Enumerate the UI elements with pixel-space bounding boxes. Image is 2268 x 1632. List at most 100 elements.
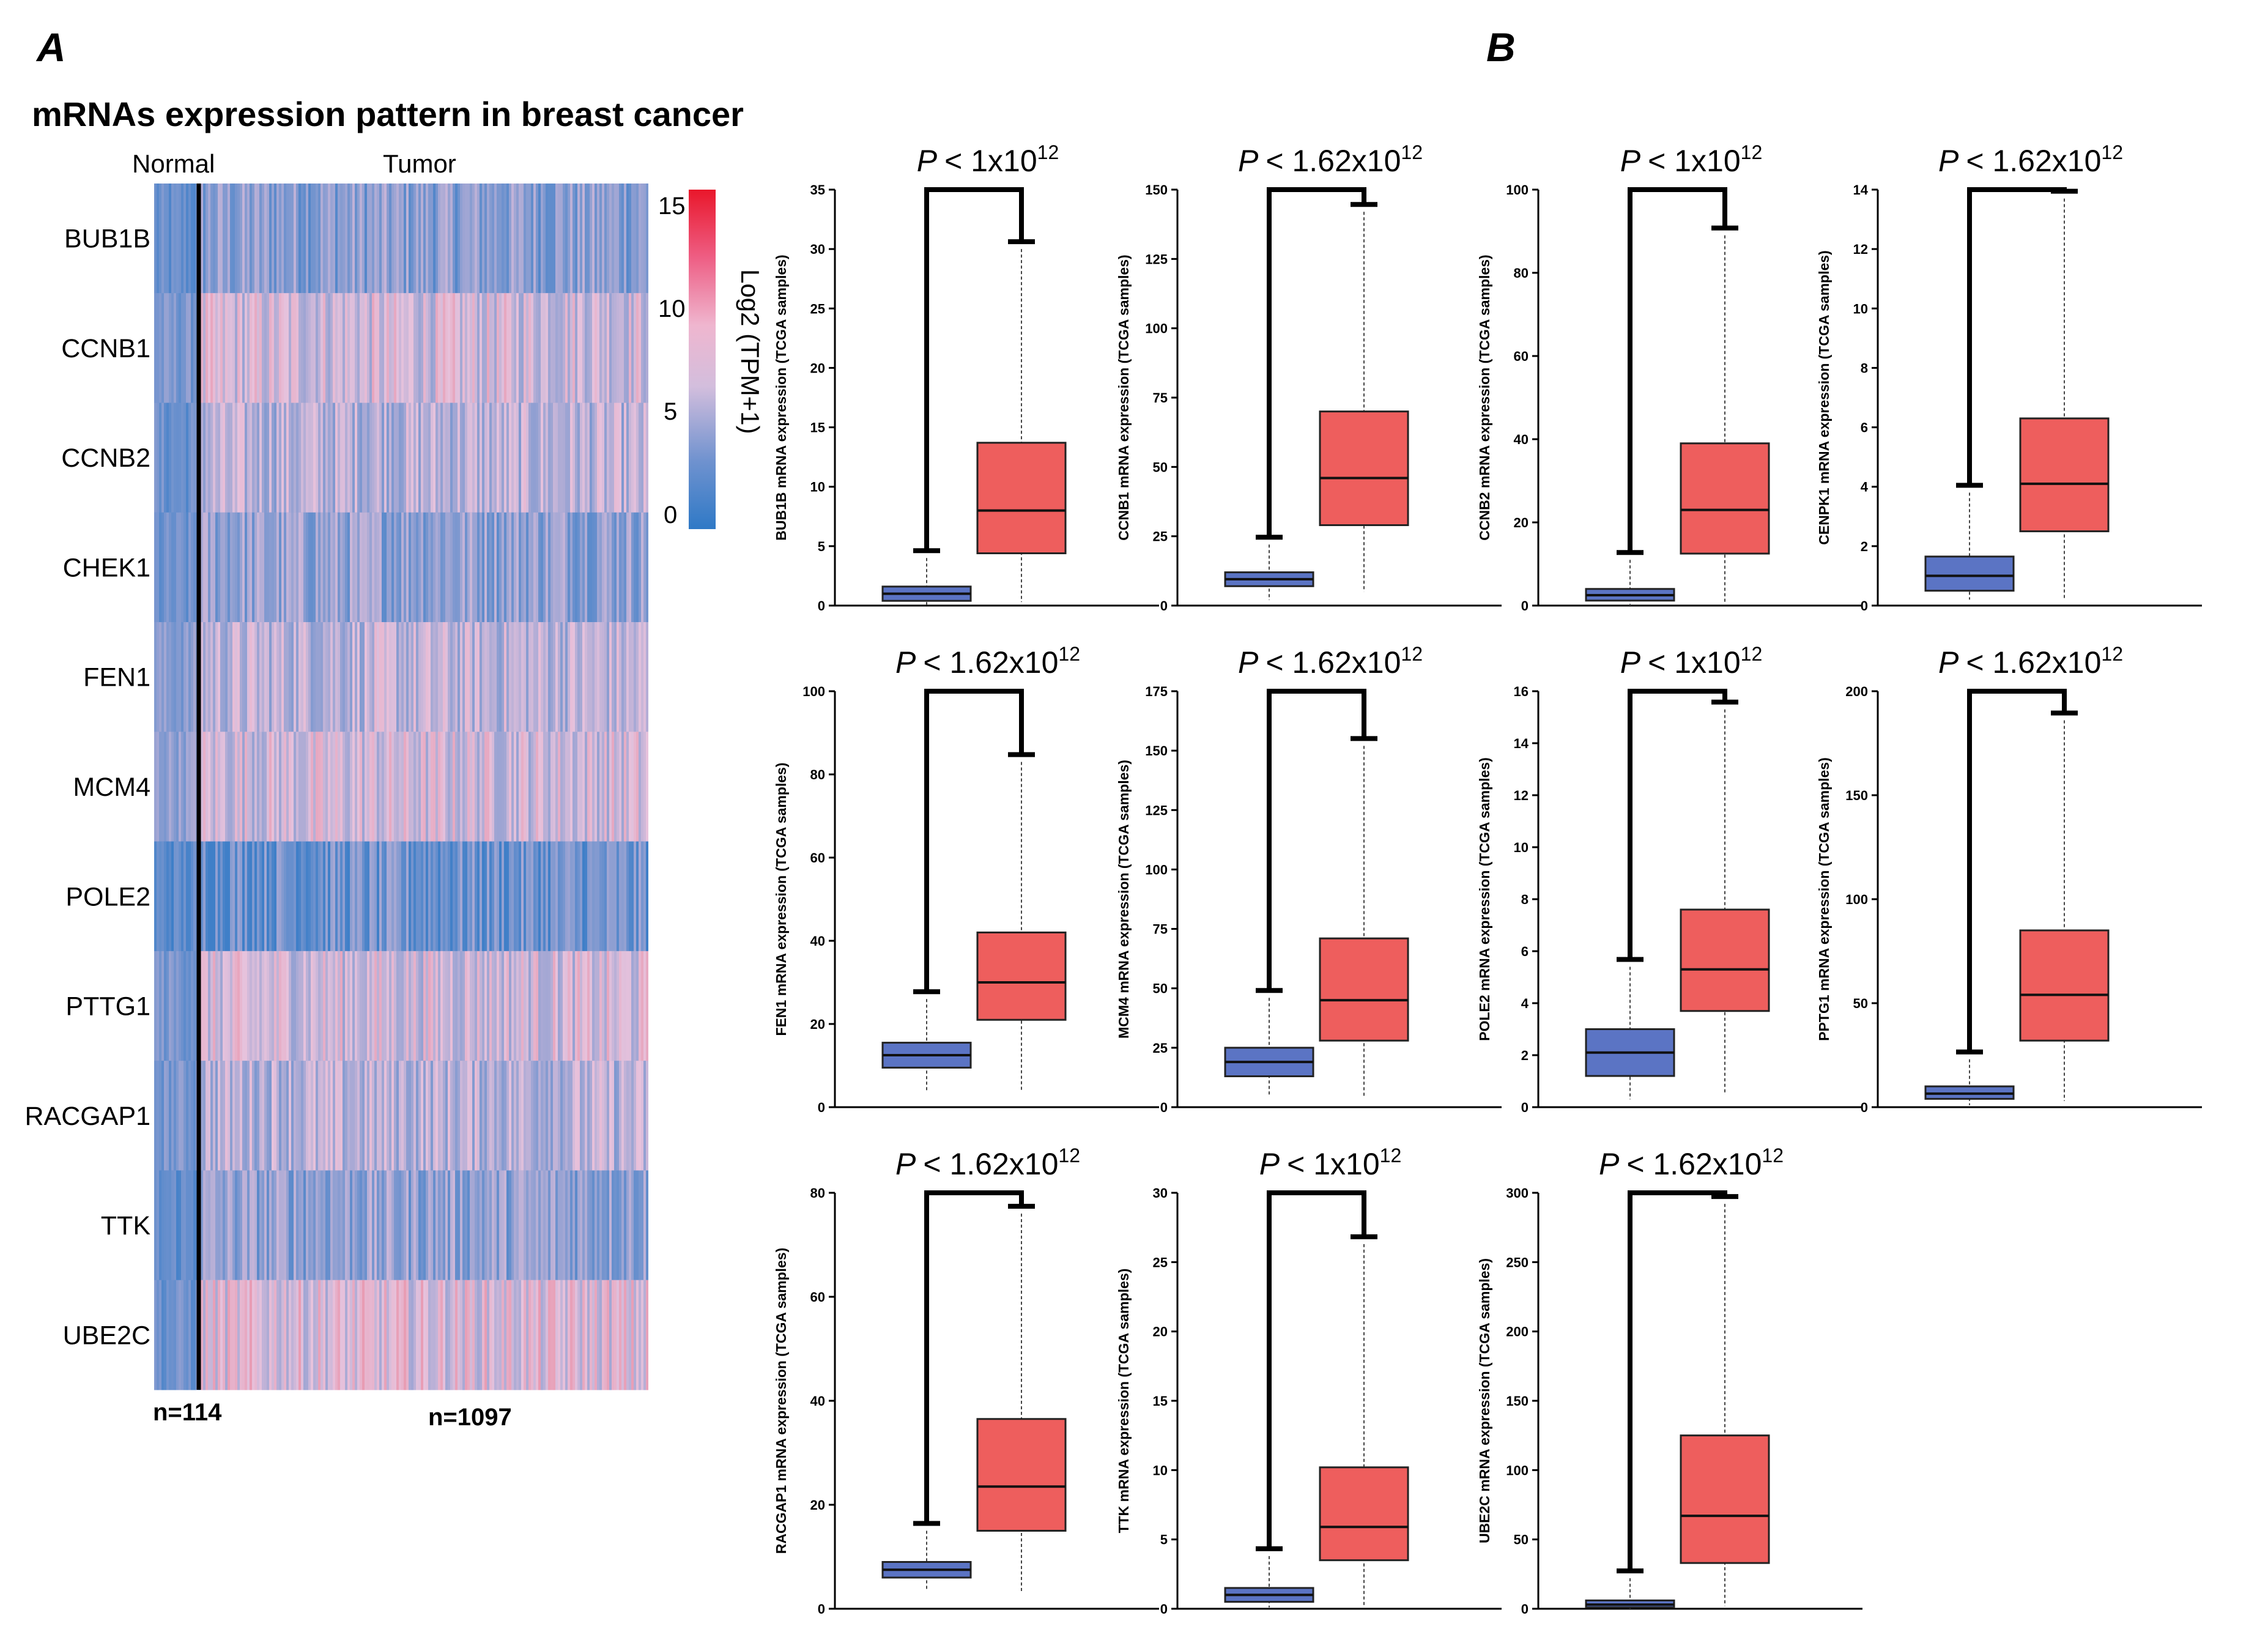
heatmap-stripe — [460, 732, 462, 842]
heatmap-stripe — [602, 402, 604, 513]
heatmap-stripe — [489, 622, 492, 732]
heatmap-stripe — [284, 184, 286, 294]
heatmap-stripe — [619, 402, 621, 513]
heatmap-stripe — [587, 293, 590, 404]
heatmap-stripe — [445, 1170, 448, 1281]
heatmap-stripe — [215, 184, 218, 294]
heatmap-stripe — [276, 622, 279, 732]
heatmap-stripe — [325, 402, 328, 513]
heatmap-stripe — [487, 622, 489, 732]
heatmap-stripe — [179, 184, 181, 294]
heatmap-stripe — [235, 293, 237, 404]
heatmap-stripe — [565, 622, 568, 732]
heatmap-stripe — [257, 841, 259, 952]
heatmap-stripe — [418, 841, 421, 952]
heatmap-stripe — [521, 951, 524, 1061]
heatmap-stripe — [269, 732, 272, 842]
heatmap-stripe — [602, 732, 604, 842]
heatmap-stripe — [443, 512, 445, 623]
heatmap-stripe — [607, 622, 609, 732]
heatmap-stripe — [296, 293, 298, 404]
heatmap-stripe — [213, 951, 215, 1061]
heatmap-stripe — [475, 512, 477, 623]
heatmap-stripe — [210, 622, 213, 732]
heatmap-stripe — [421, 951, 423, 1061]
heatmap-stripe — [174, 1170, 176, 1281]
heatmap-stripe — [582, 1061, 585, 1171]
heatmap-stripe — [477, 1170, 480, 1281]
heatmap-stripe — [504, 1280, 506, 1390]
heatmap-stripe — [514, 1280, 516, 1390]
heatmap-stripe — [311, 951, 313, 1061]
heatmap-stripe — [159, 1061, 161, 1171]
heatmap-stripe — [201, 1280, 203, 1390]
heatmap-stripe — [536, 402, 538, 513]
heatmap-stripe — [298, 512, 301, 623]
heatmap-stripe — [499, 1280, 502, 1390]
heatmap-stripe — [585, 951, 587, 1061]
heatmap-stripe — [546, 512, 548, 623]
heatmap-stripe — [157, 512, 159, 623]
heatmap-stripe — [360, 622, 362, 732]
heatmap-stripe — [188, 951, 191, 1061]
heatmap-stripe — [382, 1170, 384, 1281]
heatmap-stripe — [313, 512, 316, 623]
heatmap-stripe — [455, 1280, 458, 1390]
heatmap-stripe — [372, 622, 374, 732]
heatmap-stripe — [435, 622, 438, 732]
heatmap-stripe — [480, 293, 482, 404]
heatmap-stripe — [401, 1061, 404, 1171]
heatmap-stripe — [284, 1280, 286, 1390]
heatmap-stripe — [575, 732, 577, 842]
heatmap-stripe — [604, 184, 607, 294]
heatmap-stripe — [374, 512, 377, 623]
heatmap-stripe — [497, 184, 499, 294]
heatmap-stripe — [284, 293, 286, 404]
heatmap-stripe — [387, 184, 389, 294]
heatmap-stripe — [560, 402, 563, 513]
heatmap-stripe — [350, 841, 352, 952]
boxplot-tick-label: 20 — [1514, 515, 1529, 530]
heatmap-stripe — [306, 1280, 308, 1390]
heatmap-stripe — [254, 184, 257, 294]
heatmap-stripe — [634, 512, 636, 623]
heatmap-stripe — [357, 184, 360, 294]
heatmap-stripe — [511, 1061, 514, 1171]
heatmap-stripe — [494, 1061, 497, 1171]
heatmap-stripe — [269, 622, 272, 732]
heatmap-stripe — [269, 1061, 272, 1171]
heatmap-stripe — [396, 402, 399, 513]
heatmap-stripe — [602, 622, 604, 732]
heatmap-stripe — [431, 732, 433, 842]
heatmap-stripe — [435, 951, 438, 1061]
heatmap-stripe — [286, 951, 289, 1061]
heatmap-stripe — [213, 293, 215, 404]
heatmap-stripe — [577, 1061, 580, 1171]
heatmap-stripe — [568, 1280, 570, 1390]
heatmap-stripe — [174, 951, 176, 1061]
heatmap-stripe — [230, 841, 232, 952]
heatmap-stripe — [201, 841, 203, 952]
heatmap-stripe — [225, 841, 228, 952]
heatmap-stripe — [335, 732, 338, 842]
heatmap-stripe — [560, 1061, 563, 1171]
boxplot-y-label: RACGAP1 mRNA expression (TCGA samples) — [773, 1248, 789, 1554]
heatmap-stripe — [546, 732, 548, 842]
heatmap-stripe — [259, 293, 262, 404]
heatmap-stripe — [338, 951, 340, 1061]
heatmap-stripe — [213, 841, 215, 952]
heatmap-stripe — [543, 293, 546, 404]
boxplot-y-label: CCNB1 mRNA expression (TCGA samples) — [1116, 254, 1132, 540]
heatmap-stripe — [413, 512, 416, 623]
heatmap-stripe — [357, 622, 360, 732]
heatmap-stripe — [504, 1061, 506, 1171]
heatmap-stripe — [458, 1280, 460, 1390]
heatmap-stripe — [401, 184, 404, 294]
heatmap-stripe — [504, 732, 506, 842]
heatmap-stripe — [585, 1170, 587, 1281]
heatmap-stripe — [328, 1061, 330, 1171]
heatmap-stripe — [357, 512, 360, 623]
heatmap-stripe — [387, 841, 389, 952]
heatmap-stripe — [465, 951, 467, 1061]
heatmap-stripe — [516, 622, 519, 732]
